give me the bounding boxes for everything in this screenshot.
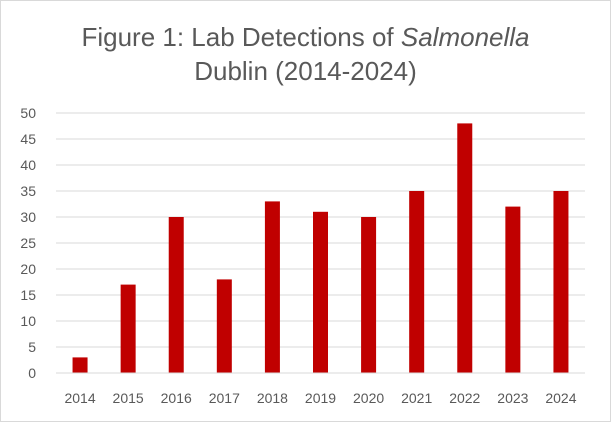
chart-title: Figure 1: Lab Detections of Salmonella D… (0, 20, 611, 88)
x-tick-label-2015: 2015 (113, 390, 144, 406)
y-tick-label-50: 50 (20, 105, 36, 121)
bar-2021 (409, 191, 425, 373)
bar-2017 (216, 279, 232, 373)
chart-title-italic: Salmonella (400, 22, 530, 52)
chart-title-prefix: Figure 1: Lab Detections of (81, 22, 401, 52)
x-tick-label-2019: 2019 (305, 390, 336, 406)
x-tick-label-2024: 2024 (545, 390, 576, 406)
y-tick-label-40: 40 (20, 157, 36, 173)
bar-2018 (264, 201, 280, 373)
y-tick-label-5: 5 (28, 339, 36, 355)
x-tick-label-2023: 2023 (497, 390, 528, 406)
bar-2020 (361, 217, 377, 373)
bar-2023 (505, 206, 521, 373)
bar-2016 (168, 217, 184, 373)
x-tick-label-2016: 2016 (161, 390, 192, 406)
y-tick-label-20: 20 (20, 261, 36, 277)
y-tick-label-45: 45 (20, 131, 36, 147)
bar-2014 (72, 357, 88, 373)
bar-2022 (457, 123, 473, 374)
y-tick-label-30: 30 (20, 209, 36, 225)
bar-2015 (120, 284, 136, 373)
x-tick-label-2020: 2020 (353, 390, 384, 406)
bar-2019 (313, 211, 328, 373)
chart-title-line-1: Figure 1: Lab Detections of Salmonella (0, 20, 611, 54)
x-tick-label-2017: 2017 (209, 390, 240, 406)
x-axis-tick-labels: 2014 2015 2016 2017 2018 2019 2020 2021 2022 2023… (64, 390, 576, 406)
x-tick-label-2022: 2022 (449, 390, 480, 406)
y-tick-label-35: 35 (20, 183, 36, 199)
y-tick-label-10: 10 (20, 313, 36, 329)
bar-2024 (553, 191, 569, 373)
y-tick-label-0: 0 (28, 365, 36, 381)
x-tick-label-2014: 2014 (64, 390, 95, 406)
x-tick-label-2018: 2018 (257, 390, 288, 406)
chart-title-line-2: Dublin (2014-2024) (194, 56, 417, 86)
y-axis-tick-labels: 0 5 10 15 20 25 30 35 40 45 50 (20, 105, 36, 381)
y-tick-label-25: 25 (20, 235, 36, 251)
bar-layer (72, 123, 569, 374)
y-tick-label-15: 15 (20, 287, 36, 303)
x-tick-label-2021: 2021 (401, 390, 432, 406)
